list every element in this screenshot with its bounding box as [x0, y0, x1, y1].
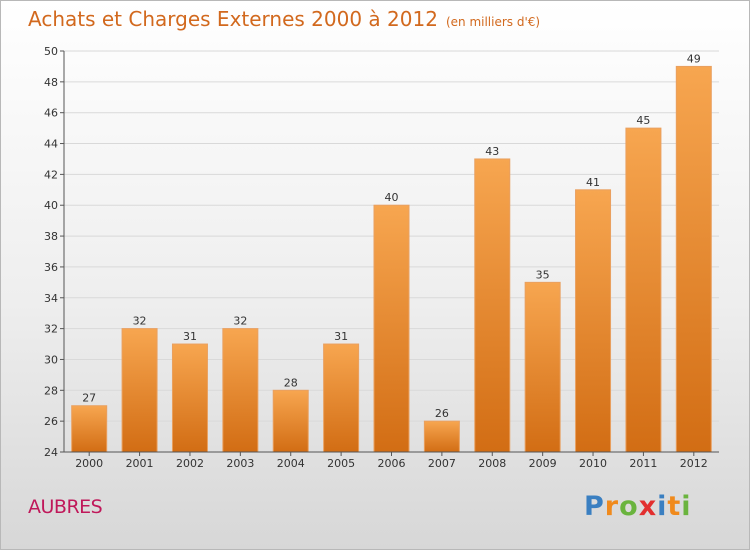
y-tick-label: 32 [44, 323, 58, 336]
x-axis: 2000 2001 2002 2003 2004 2005 2006 2007 2008 2009… [64, 451, 719, 470]
bar [171, 343, 208, 453]
y-tick-label: 30 [44, 353, 58, 366]
x-tick-label: 2003 [226, 457, 254, 470]
x-tick-label: 2006 [378, 457, 406, 470]
y-tick-label: 38 [44, 230, 58, 243]
data-label: 43 [485, 145, 499, 158]
data-label: 31 [334, 330, 348, 343]
y-tick-label: 40 [44, 199, 58, 212]
y-tick-label: 48 [44, 76, 58, 89]
logo-letter: o [619, 491, 639, 522]
bars: 27 32 31 32 28 31 40 26 43 35 41 45 49 [71, 52, 712, 453]
x-tick-label: 2011 [629, 457, 657, 470]
logo-letter: P [584, 491, 605, 522]
bar [222, 328, 259, 453]
x-tick-label: 2007 [428, 457, 456, 470]
title-text: Achats et Charges Externes 2000 à 2012 [28, 7, 438, 31]
y-tick-label: 46 [44, 107, 58, 120]
data-label: 35 [536, 268, 550, 281]
bar [524, 281, 561, 453]
bar [71, 405, 108, 453]
bar [625, 127, 662, 453]
x-tick-label: 2004 [277, 457, 305, 470]
logo-letter: r [604, 491, 620, 522]
data-label: 45 [636, 114, 650, 127]
x-tick-label: 2008 [478, 457, 506, 470]
logo-letter: x [638, 491, 658, 522]
logo-letter: i [657, 491, 668, 522]
commune-name: AUBRES [28, 496, 103, 518]
bar [323, 343, 360, 453]
data-label: 49 [687, 52, 701, 65]
bar [423, 420, 460, 453]
chart-subtitle: (en milliers d'€) [445, 15, 541, 29]
data-label: 31 [183, 330, 197, 343]
bar [474, 158, 511, 453]
bar [675, 65, 712, 453]
data-label: 27 [82, 392, 96, 405]
x-tick-label: 2009 [529, 457, 557, 470]
y-tick-label: 44 [44, 138, 58, 151]
x-tick-label: 2002 [176, 457, 204, 470]
x-tick-label: 2005 [327, 457, 355, 470]
y-tick-label: 24 [44, 446, 58, 459]
logo-letter: t [667, 491, 682, 522]
data-label: 28 [284, 376, 298, 389]
data-label: 26 [435, 407, 449, 420]
x-tick-label: 2000 [75, 457, 103, 470]
data-label: 32 [133, 315, 147, 328]
logo-letter: i [681, 491, 692, 522]
x-tick-label: 2001 [126, 457, 154, 470]
bar [575, 189, 612, 453]
chart-title: Achats et Charges Externes 2000 à 2012 (e… [28, 7, 540, 31]
y-tick-label: 42 [44, 168, 58, 181]
y-tick-label: 34 [44, 292, 58, 305]
y-tick-label: 50 [44, 45, 58, 58]
bar [272, 389, 309, 453]
data-label: 41 [586, 176, 600, 189]
y-axis: 24 26 28 30 32 34 36 38 40 42 44 46 48 50 [44, 45, 65, 459]
data-label: 32 [233, 315, 247, 328]
proxiti-logo: Proxiti [584, 491, 692, 522]
data-label: 40 [385, 191, 399, 204]
x-tick-label: 2012 [680, 457, 708, 470]
y-tick-label: 36 [44, 261, 58, 274]
y-tick-label: 28 [44, 384, 58, 397]
bar [121, 328, 158, 453]
bar [373, 204, 410, 453]
y-tick-label: 26 [44, 415, 58, 428]
x-tick-label: 2010 [579, 457, 607, 470]
